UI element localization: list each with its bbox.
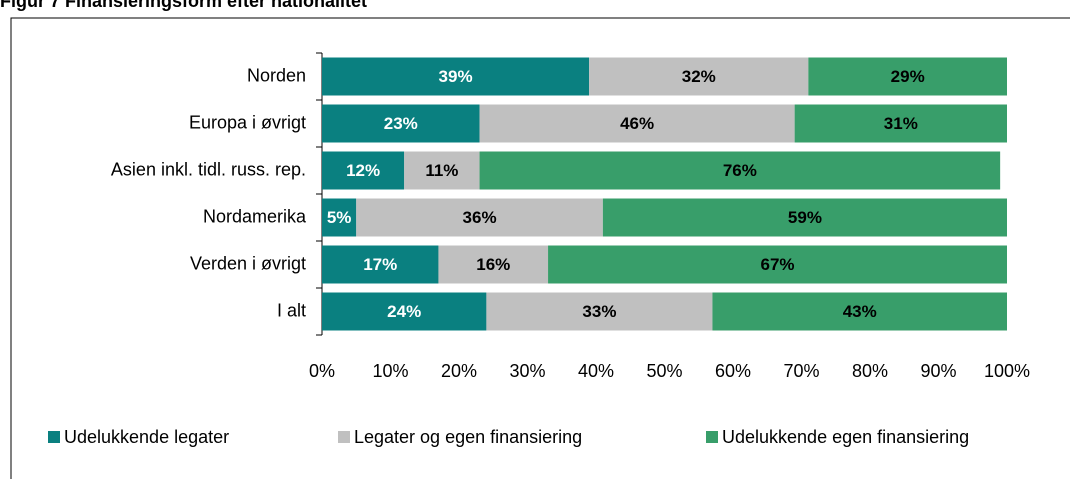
value-label: 12% [346, 161, 380, 180]
x-tick-label: 70% [783, 361, 819, 381]
value-label: 16% [476, 255, 510, 274]
x-tick-label: 90% [920, 361, 956, 381]
chart-title: Figur 7 Finansieringsform efter national… [0, 0, 367, 11]
value-label: 36% [463, 208, 497, 227]
bar-segment [322, 198, 357, 237]
bar-segment [438, 245, 549, 284]
x-tick-label: 0% [309, 361, 335, 381]
value-label: 39% [439, 67, 473, 86]
x-tick-label: 40% [578, 361, 614, 381]
bar-segment [322, 245, 439, 284]
bar-segment [322, 292, 487, 331]
x-tick-label: 10% [372, 361, 408, 381]
bar-segment [356, 198, 603, 237]
bar-segment [404, 151, 480, 190]
frame [10, 17, 1070, 479]
value-label: 67% [761, 255, 795, 274]
value-label: 32% [682, 67, 716, 86]
bar-segment [322, 104, 480, 143]
value-label: 23% [384, 114, 418, 133]
bar-segment [479, 104, 795, 143]
y-tick-label: I alt [277, 300, 306, 320]
y-tick-label: Norden [247, 65, 306, 85]
value-label: 46% [620, 114, 654, 133]
x-tick-label: 60% [715, 361, 751, 381]
value-label: 31% [884, 114, 918, 133]
y-tick-label: Verden i øvrigt [190, 253, 306, 273]
x-tick-label: 80% [852, 361, 888, 381]
bar-segment [322, 151, 405, 190]
legend-swatch [48, 431, 60, 443]
value-label: 43% [843, 302, 877, 321]
bar-segment [794, 104, 1007, 143]
x-tick-label: 100% [984, 361, 1030, 381]
value-label: 76% [723, 161, 757, 180]
y-tick-label: Nordamerika [203, 206, 307, 226]
x-tick-label: 30% [509, 361, 545, 381]
bar-segment [712, 292, 1007, 331]
bar-segment [486, 292, 713, 331]
bar-segment [322, 57, 590, 96]
value-label: 11% [425, 161, 458, 180]
legend-label: Udelukkende legater [64, 427, 229, 447]
bar-segment [602, 198, 1007, 237]
bar-segment [479, 151, 1001, 190]
value-label: 5% [327, 208, 352, 227]
legend-swatch [706, 431, 718, 443]
bar-segment [808, 57, 1007, 96]
legend-label: Udelukkende egen finansiering [722, 427, 969, 447]
value-label: 33% [582, 302, 616, 321]
legend-label: Legater og egen finansiering [354, 427, 582, 447]
y-tick-label: Asien inkl. tidl. russ. rep. [111, 159, 306, 179]
bar-segment [589, 57, 809, 96]
value-label: 24% [387, 302, 421, 321]
value-label: 29% [891, 67, 925, 86]
bar-segment [548, 245, 1007, 284]
value-label: 17% [363, 255, 397, 274]
x-tick-label: 20% [441, 361, 477, 381]
legend-swatch [338, 431, 350, 443]
y-tick-label: Europa i øvrigt [189, 112, 306, 132]
x-tick-label: 50% [646, 361, 682, 381]
value-label: 59% [788, 208, 822, 227]
